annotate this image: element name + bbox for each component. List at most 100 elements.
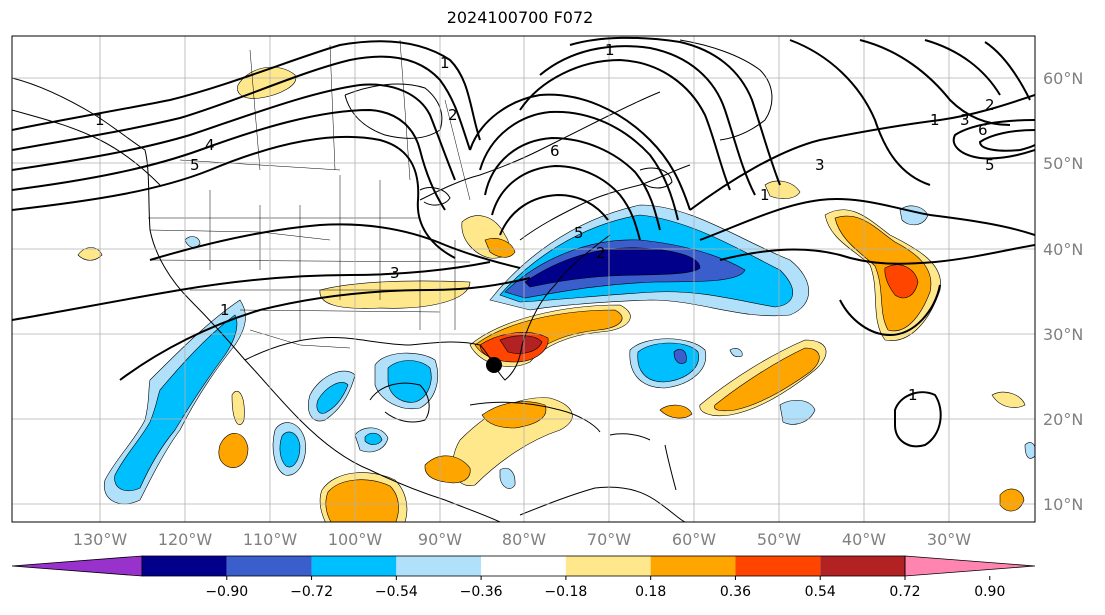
contour-label: 1 [930,111,940,129]
contour-label: 1 [95,111,105,129]
positive-anomaly-region [424,455,471,484]
negative-anomaly-region [114,314,238,492]
negative-anomaly-region [279,431,301,468]
negative-anomaly-region [184,236,201,248]
colorbar-frame [141,555,906,577]
lon-label: 50°W [757,530,801,549]
lat-label: 60°N [1043,69,1083,88]
positive-anomaly-region [484,238,516,258]
lon-label: 70°W [587,530,631,549]
latitude-labels: 60°N 50°N 40°N 30°N 20°N 10°N [1043,69,1083,514]
yucatan-coast [369,382,430,423]
contour-label: 5 [985,156,995,174]
lon-label: 60°W [672,530,716,549]
contour-label: 5 [574,224,584,242]
negative-anomaly-region [673,349,687,364]
negative-anomaly-region [1024,442,1035,459]
positive-anomaly-region [714,347,820,412]
political-borders [148,39,471,349]
lon-label: 30°W [927,530,971,549]
lon-label: 130°W [73,530,128,549]
lat-label: 30°N [1043,325,1083,344]
lon-label: 90°W [418,530,462,549]
negative-anomaly-region [387,360,432,403]
positive-anomaly-region [764,180,801,199]
colorbar-segment [565,556,651,576]
north-america-west-coast [12,77,501,522]
lat-label: 10°N [1043,495,1083,514]
colorbar-min-extension [11,555,143,577]
contour-label: 3 [390,264,400,282]
lon-label: 120°W [158,530,213,549]
shaded-field [77,66,1035,522]
contour-label: 6 [978,121,988,139]
negative-anomaly-region [499,467,516,489]
canada-east-coast [419,91,661,201]
greenland-coast [679,39,773,141]
colorbar-segment [820,556,905,576]
newfoundland [639,167,673,189]
contour-label: 1 [605,41,615,59]
positive-anomaly-region [991,391,1026,408]
colorbar-segment [650,556,736,576]
positive-anomaly-region [319,280,471,309]
cuba-coast [469,401,601,433]
contour-label: 5 [190,156,200,174]
colorbar-tick-label: 0.72 [889,584,920,600]
colorbar-tick-label: 0.36 [720,584,751,600]
contour-label: 2 [448,106,458,124]
contour-label: 1 [760,186,770,204]
lon-label: 100°W [328,530,383,549]
contour-label: 2 [985,96,995,114]
coastlines [12,39,773,522]
graticule [12,36,1035,522]
height-contours [12,36,1035,448]
lat-label: 40°N [1043,240,1083,259]
lon-label: 110°W [243,530,298,549]
contour-label: 1 [440,54,450,72]
positive-anomaly-region [499,335,543,354]
map-title: 2024100700 F072 [446,8,594,27]
lat-label: 50°N [1043,154,1083,173]
colorbar-tick-label: −0.72 [290,584,333,600]
contour-labels: 1 2 3 4 5 6 1 1 2 3 6 5 1 5 3 1 2 1 1 [95,41,995,404]
negative-anomaly-region [729,348,743,358]
hispaniola-coast [609,433,651,441]
colorbar-tick-label: 0.18 [635,584,666,600]
colorbar-segment [735,556,821,576]
colorbar-tick-label: −0.18 [544,584,587,600]
positive-anomaly-region [231,390,245,425]
negative-anomaly-region [779,400,816,425]
new-england-coast [519,164,691,241]
contour-label: 4 [205,136,215,154]
colorbar-segment [311,556,397,576]
contour-label: 3 [815,156,825,174]
great-lakes [419,187,451,206]
colorbar-segment [226,556,312,576]
negative-anomaly-region [316,382,349,414]
negative-anomaly-region [364,432,383,445]
negative-anomaly-region [524,247,701,288]
colorbar-tick-label: 0.90 [974,584,1005,600]
colorbar-max-extension [904,555,1036,577]
lat-label: 20°N [1043,410,1083,429]
colorbar-tick-label: −0.54 [375,584,418,600]
colorbar-segment [142,556,227,576]
positive-anomaly-region [884,264,919,299]
positive-anomaly-region [999,488,1025,512]
lon-label: 80°W [502,530,546,549]
south-america-north [519,486,686,522]
colorbar-tick-label: −0.90 [205,584,248,600]
gulf-coast [244,234,611,381]
colorbar-segment [396,556,482,576]
lesser-antilles [664,444,677,491]
storm-marker [486,357,502,373]
contour-label: 1 [220,301,230,319]
contour-label: 6 [550,142,560,160]
positive-anomaly-region [659,404,693,419]
colorbar-tick-label: −0.36 [460,584,503,600]
map-content: 1 2 3 4 5 6 1 1 2 3 6 5 1 5 3 1 2 1 1 [12,36,1035,522]
contour-label: 3 [960,111,970,129]
contour-label: 2 [596,244,606,262]
